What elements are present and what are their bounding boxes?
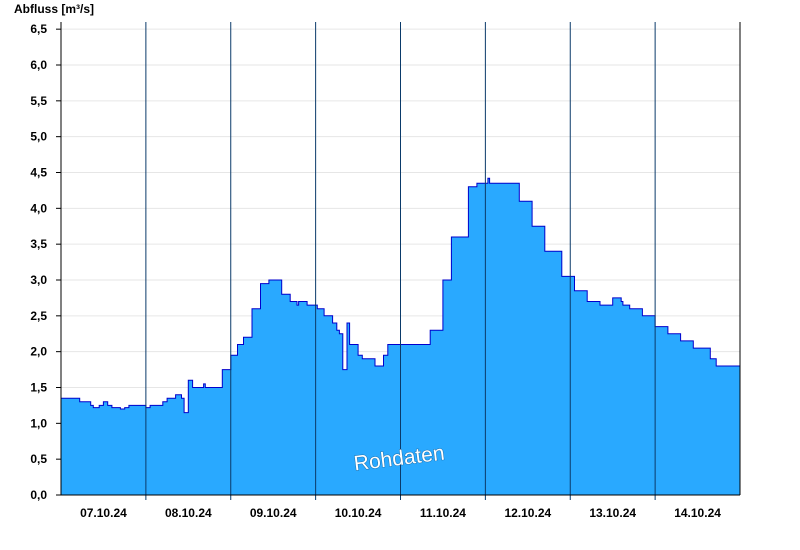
y-tick-label: 5,5: [30, 94, 47, 108]
x-tick-label: 11.10.24: [420, 506, 466, 520]
x-tick-label: 10.10.24: [335, 506, 382, 520]
y-tick-label: 3,0: [30, 273, 47, 287]
x-tick-label: 12.10.24: [504, 506, 551, 520]
y-tick-label: 6,5: [30, 22, 47, 36]
day-separators: [145, 22, 656, 500]
y-tick-label: 0,0: [30, 488, 47, 502]
y-tick-label: 2,0: [30, 345, 47, 359]
y-axis-label: Abfluss [m³/s]: [14, 2, 94, 16]
x-tick-label: 14.10.24: [674, 506, 721, 520]
x-tick-label: 09.10.24: [250, 506, 297, 520]
x-ticks: 07.10.24 08.10.24 09.10.24 10.10.24 11.10.24…: [80, 506, 721, 520]
x-tick-label: 07.10.24: [80, 506, 127, 520]
y-tick-label: 3,5: [30, 237, 47, 251]
y-tick-label: 5,0: [30, 130, 47, 144]
y-tick-label: 4,5: [30, 166, 47, 180]
y-tick-label: 6,0: [30, 58, 47, 72]
x-tick-label: 08.10.24: [165, 506, 212, 520]
y-tick-label: 2,5: [30, 309, 47, 323]
x-tick-label: 13.10.24: [589, 506, 636, 520]
y-tick-label: 0,5: [30, 452, 47, 466]
line-series: [61, 177, 741, 414]
y-tick-label: 4,0: [30, 201, 47, 215]
y-tick-label: 1,0: [30, 416, 47, 430]
y-ticks: 0,0 0,5 1,0 1,5 2,0 2,5 3,0 3,5 4,0 4,5 5,0 5,5 6,0 6…: [30, 22, 61, 502]
y-tick-label: 1,5: [30, 381, 47, 395]
